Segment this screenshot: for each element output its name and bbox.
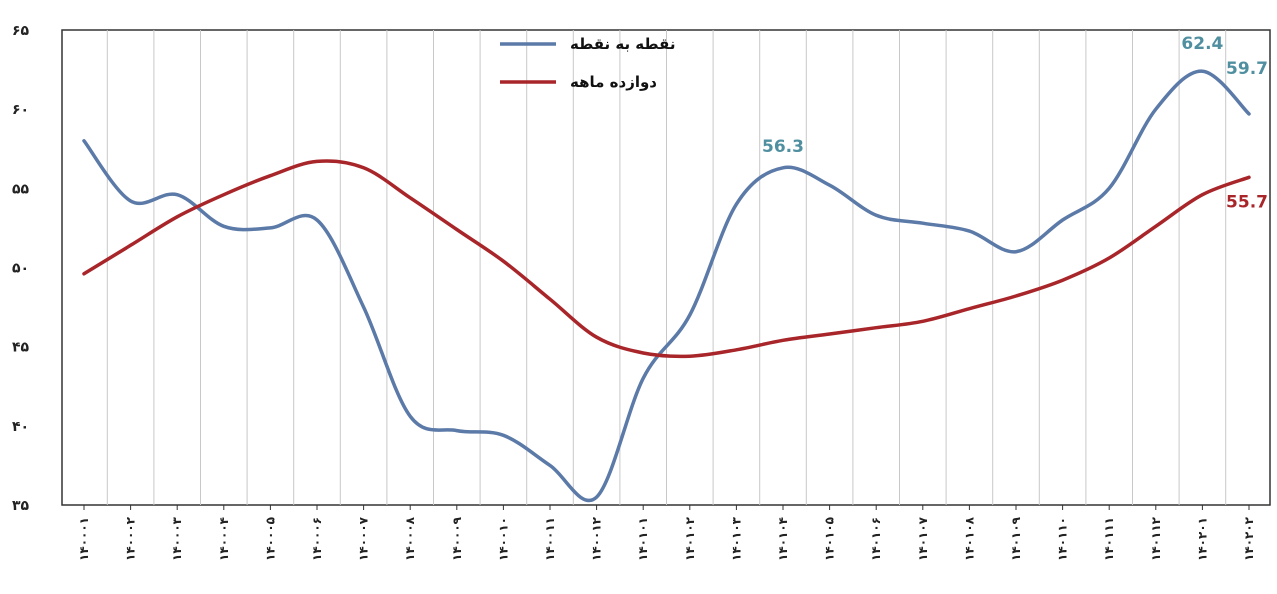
x-tick-label: ۱۴۰۰۰۵	[263, 517, 277, 561]
data-label: 56.3	[762, 137, 804, 157]
grid-lines	[106, 30, 1227, 505]
x-tick-label: ۱۴۰۲۰۱	[1195, 517, 1209, 561]
data-label: 55.7	[1226, 192, 1268, 212]
x-tick-label: ۱۴۰۰۱۲	[590, 516, 604, 561]
x-tick-label: ۱۴۰۱۰۵	[823, 517, 837, 561]
x-tick-label: ۱۴۰۱۰۱	[636, 517, 650, 561]
x-tick-label: ۱۴۰۱۰۴	[776, 517, 790, 561]
y-tick-label: ۵۵	[12, 181, 30, 197]
y-tick-label: ۶۰	[12, 102, 29, 118]
x-tick-label: ۱۴۰۰۰۶	[310, 517, 324, 561]
legend: نقطه به نقطه دوازده ماهه	[500, 35, 675, 91]
x-tick-label: ۱۴۰۰۱۰	[496, 517, 510, 561]
y-tick-label: ۴۰	[12, 419, 29, 435]
x-tick-label: ۱۴۰۰۰۱	[77, 517, 91, 561]
x-tick-label: ۱۴۰۰۰۸	[403, 516, 417, 561]
x-tick-label: ۱۴۰۱۱۱	[1102, 517, 1116, 561]
legend-label-series-2: دوازده ماهه	[570, 73, 657, 91]
x-axis-ticks: ۱۴۰۰۰۱ ۱۴۰۰۰۲ ۱۴۰۰۰۳ ۱۴۰۰۰۴ ۱۴۰۰۰۵ ۱۴۰۰۰۶ ۱۴۰۰…	[77, 505, 1256, 561]
x-tick-label: ۱۴۰۰۰۳	[170, 516, 184, 561]
x-tick-label: ۱۴۰۱۰۳	[729, 516, 743, 561]
data-label: 59.7	[1226, 59, 1268, 79]
y-tick-label: ۴۵	[12, 340, 30, 356]
y-tick-label: ۶۵	[12, 23, 30, 39]
x-tick-label: ۱۴۰۰۱۱	[543, 517, 557, 561]
data-label: 62.4	[1181, 34, 1223, 54]
x-tick-label: ۱۴۰۱۰۸	[962, 516, 976, 561]
y-tick-label: ۳۵	[12, 498, 30, 514]
x-tick-label: ۱۴۰۰۰۹	[450, 516, 464, 561]
series-line-2	[82, 159, 1251, 359]
series-lines	[82, 69, 1251, 502]
legend-label-series-1: نقطه به نقطه	[570, 35, 675, 53]
y-tick-label: ۵۰	[12, 261, 29, 277]
x-tick-label: ۱۴۰۰۰۲	[124, 516, 138, 561]
x-tick-label: ۱۴۰۱۰۷	[916, 516, 930, 561]
x-tick-label: ۱۴۰۱۰۶	[869, 517, 883, 561]
x-tick-label: ۱۴۰۱۱۰	[1056, 517, 1070, 561]
x-tick-label: ۱۴۰۰۰۷	[357, 516, 371, 561]
y-axis-ticks: ۳۵ ۴۰ ۴۵ ۵۰ ۵۵ ۶۰ ۶۵	[12, 23, 30, 514]
x-tick-label: ۱۴۰۱۰۲	[683, 516, 697, 561]
x-tick-label: ۱۴۰۲۰۲	[1242, 516, 1256, 561]
data-labels: 56.3 62.459.7 55.7	[762, 34, 1268, 212]
x-tick-label: ۱۴۰۱۰۹	[1009, 516, 1023, 561]
x-tick-label: ۱۴۰۱۱۲	[1149, 516, 1163, 561]
x-tick-label: ۱۴۰۰۰۴	[217, 517, 231, 561]
